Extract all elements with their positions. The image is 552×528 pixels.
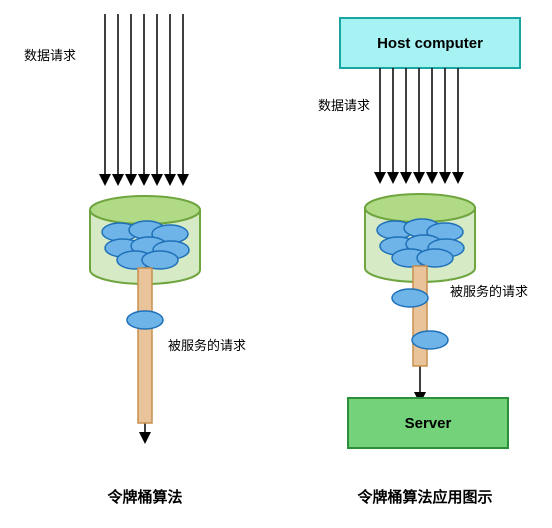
left-label-request: 数据请求 bbox=[24, 48, 76, 63]
right-token-out-2 bbox=[412, 331, 448, 349]
right-pipe bbox=[413, 266, 427, 366]
token bbox=[142, 251, 178, 269]
right-label-served: 被服务的请求 bbox=[450, 284, 528, 299]
left-pipe bbox=[138, 268, 152, 423]
right-label-request: 数据请求 bbox=[318, 98, 370, 113]
diagram-canvas: 数据请求被服务的请求 Host computer Server 数据请求被服务的请求令… bbox=[0, 0, 552, 528]
right-token-out-1 bbox=[392, 289, 428, 307]
server-label: Server bbox=[405, 415, 452, 432]
caption-left: 令牌桶算法 bbox=[107, 488, 182, 506]
left-label-served: 被服务的请求 bbox=[168, 338, 246, 353]
token bbox=[417, 249, 453, 267]
host-label: Host computer bbox=[377, 35, 483, 52]
caption-right: 令牌桶算法应用图示 bbox=[357, 488, 492, 506]
left-token-out bbox=[127, 311, 163, 329]
